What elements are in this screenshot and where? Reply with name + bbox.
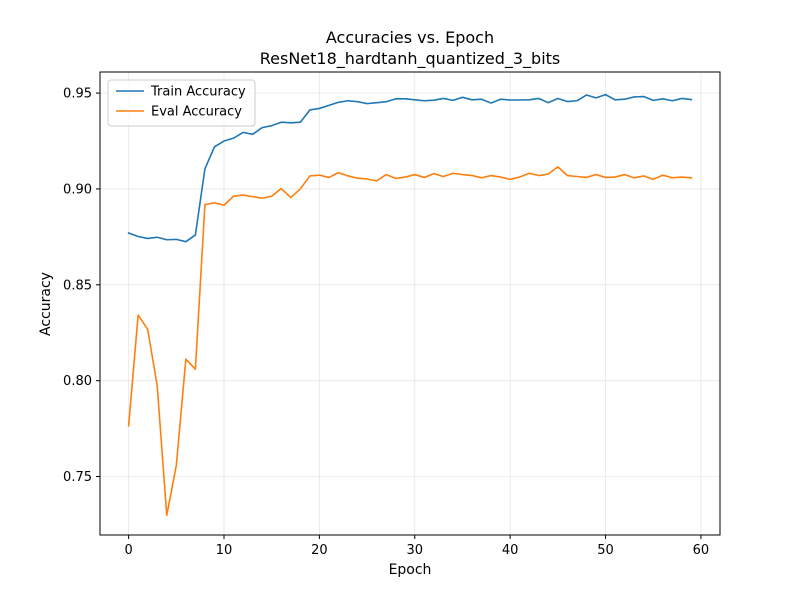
chart-title: Accuracies vs. Epoch [326,28,494,47]
grid [100,72,720,535]
y-tick-label: 0.95 [63,87,92,102]
series-lines [127,93,693,517]
y-tick-label: 0.80 [63,374,92,389]
x-tick-label: 60 [693,543,710,558]
x-tick-label: 10 [216,543,233,558]
x-axis-label: Epoch [389,562,432,578]
legend-label-eval-accuracy: Eval Accuracy [151,105,242,120]
series-line-train-accuracy [127,93,693,243]
y-tick-label: 0.90 [63,182,92,197]
series-line-eval-accuracy [127,166,693,517]
x-tick-label: 40 [502,543,519,558]
plot-frame [99,71,721,536]
x-tick-label: 20 [311,543,328,558]
x-tick-label: 30 [406,543,423,558]
x-tick-label: 0 [124,543,132,558]
x-tick-label: 50 [597,543,614,558]
chart-subtitle: ResNet18_hardtanh_quantized_3_bits [260,49,561,69]
legend-label-train-accuracy: Train Accuracy [150,85,246,100]
legend: Train Accuracy Eval Accuracy [107,79,256,127]
y-tick-label: 0.85 [63,278,92,293]
axis-ticks: 0 10 20 30 40 50 60 0.75 0.80 0.85 0.90 0.95 [63,87,709,558]
y-tick-label: 0.75 [63,470,92,485]
legend-box [107,79,256,127]
y-axis-label: Accuracy [38,272,54,336]
